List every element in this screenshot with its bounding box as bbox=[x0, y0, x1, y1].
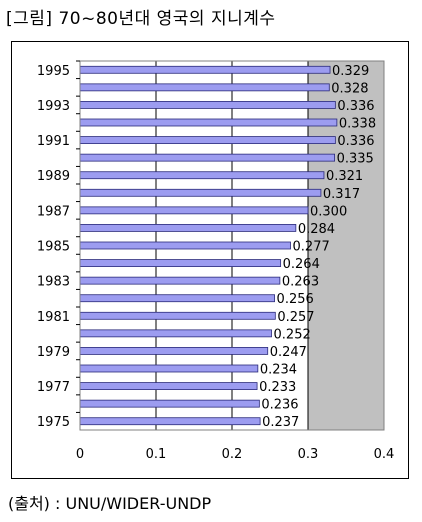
bar bbox=[79, 259, 282, 267]
y-tick-label: 1993 bbox=[37, 99, 70, 114]
y-tick-label: 1989 bbox=[37, 169, 70, 184]
bar bbox=[79, 153, 336, 162]
bar bbox=[79, 329, 272, 338]
chart-frame bbox=[11, 41, 409, 479]
value-label: 0.317 bbox=[323, 187, 360, 202]
x-tick-label: 0.2 bbox=[222, 447, 243, 462]
x-tick-label: 0.1 bbox=[146, 447, 167, 462]
value-label: 0.233 bbox=[259, 380, 296, 395]
value-label: 0.256 bbox=[277, 292, 314, 307]
y-tick-label: 1977 bbox=[37, 380, 70, 395]
bar bbox=[79, 101, 336, 109]
value-label: 0.237 bbox=[262, 415, 299, 430]
bar bbox=[79, 171, 325, 180]
x-tick-label: 0.3 bbox=[298, 447, 319, 462]
value-label: 0.284 bbox=[298, 222, 335, 237]
y-tick-label: 1987 bbox=[37, 204, 70, 219]
value-label: 0.236 bbox=[261, 398, 298, 413]
y-tick-label: 1979 bbox=[37, 345, 70, 360]
y-tick-label: 1995 bbox=[37, 64, 70, 79]
y-tick-label: 1981 bbox=[37, 310, 70, 325]
bar bbox=[79, 118, 338, 127]
x-tick-label: 0 bbox=[76, 447, 84, 462]
value-label: 0.234 bbox=[260, 363, 297, 378]
chart-title: [그림] 70~80년대 영국의 지니계수 bbox=[6, 9, 276, 29]
value-label: 0.335 bbox=[337, 152, 374, 167]
value-label: 0.328 bbox=[331, 81, 368, 96]
bar bbox=[79, 83, 330, 92]
bar bbox=[79, 382, 258, 390]
value-label: 0.252 bbox=[274, 327, 311, 342]
value-label: 0.336 bbox=[337, 134, 374, 149]
value-label: 0.277 bbox=[293, 240, 330, 255]
value-label: 0.264 bbox=[283, 257, 320, 272]
bar bbox=[79, 294, 275, 303]
bar bbox=[79, 136, 336, 144]
bar bbox=[79, 311, 276, 320]
value-label: 0.247 bbox=[270, 345, 307, 360]
bar bbox=[79, 241, 291, 250]
bar bbox=[79, 347, 269, 355]
value-label: 0.263 bbox=[282, 275, 319, 290]
plot-border bbox=[79, 60, 385, 431]
value-label: 0.338 bbox=[339, 117, 376, 132]
value-label: 0.300 bbox=[310, 204, 347, 219]
y-tick-label: 1991 bbox=[37, 134, 70, 149]
y-tick-label: 1983 bbox=[37, 275, 70, 290]
bar bbox=[79, 364, 259, 373]
bar bbox=[79, 399, 260, 408]
bar bbox=[79, 276, 281, 285]
value-label: 0.336 bbox=[337, 99, 374, 114]
bar bbox=[79, 417, 261, 426]
y-tick-label: 1985 bbox=[37, 240, 70, 255]
y-tick-label: 1975 bbox=[37, 415, 70, 430]
bar bbox=[79, 188, 322, 197]
bar bbox=[79, 206, 309, 215]
bar bbox=[79, 224, 297, 232]
value-label: 0.329 bbox=[332, 64, 369, 79]
bar bbox=[79, 65, 331, 74]
value-label: 0.321 bbox=[326, 169, 363, 184]
x-tick-label: 0.4 bbox=[374, 447, 395, 462]
source-note: (출처) : UNU/WIDER-UNDP bbox=[8, 494, 212, 513]
value-label: 0.257 bbox=[277, 310, 314, 325]
